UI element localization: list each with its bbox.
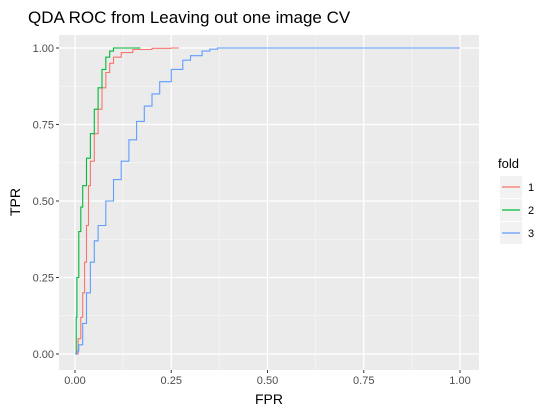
plot-panel bbox=[59, 35, 479, 370]
legend-label-fold-3: 3 bbox=[528, 228, 534, 240]
series-line-fold-1 bbox=[75, 47, 179, 355]
y-tick-label: 0.75 bbox=[33, 120, 54, 132]
legend-label-fold-1: 1 bbox=[528, 182, 534, 194]
x-tick-label: 0.50 bbox=[257, 375, 278, 387]
y-tick-label: 1.00 bbox=[33, 43, 54, 55]
chart-title: QDA ROC from Leaving out one image CV bbox=[28, 8, 351, 27]
x-tick-label: 0.75 bbox=[353, 375, 374, 387]
x-tick-label: 0.25 bbox=[161, 375, 182, 387]
legend: 1 2 3 bbox=[500, 176, 534, 244]
legend-label-fold-2: 2 bbox=[528, 205, 534, 217]
y-tick-label: 0.50 bbox=[33, 196, 54, 208]
x-tick-label: 0.00 bbox=[64, 375, 85, 387]
x-axis-title: FPR bbox=[255, 391, 283, 407]
y-axis-title: TPR bbox=[7, 188, 23, 216]
series-lines bbox=[75, 47, 460, 355]
legend-title: fold bbox=[498, 156, 519, 171]
minor-gridlines bbox=[59, 35, 479, 370]
y-tick-label: 0.00 bbox=[33, 349, 54, 361]
y-tick-label: 0.25 bbox=[33, 273, 54, 285]
x-tick-label: 1.00 bbox=[449, 375, 470, 387]
x-axis-ticks: 0.00 0.25 0.50 0.75 1.00 bbox=[64, 370, 471, 387]
y-axis-ticks: 0.00 0.25 0.50 0.75 1.00 bbox=[33, 43, 59, 361]
series-line-fold-3 bbox=[75, 47, 460, 355]
series-line-fold-2 bbox=[75, 47, 141, 355]
